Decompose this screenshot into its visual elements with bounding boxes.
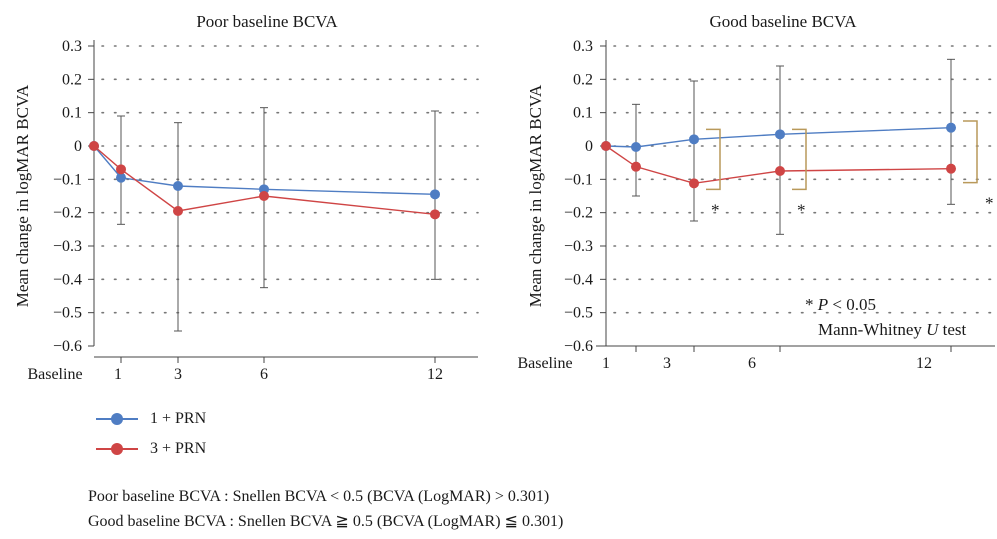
footnote-poor-baseline: Poor baseline BCVA : Snellen BCVA < 0.5 … bbox=[88, 488, 550, 505]
y-axis-label: Mean change in logMAR BCVA bbox=[526, 84, 545, 307]
footnote-good-baseline: Good baseline BCVA : Snellen BCVA ≧ 0.5 … bbox=[88, 513, 564, 530]
x-tick-label: Baseline bbox=[27, 366, 82, 383]
x-tick-label: 12 bbox=[427, 366, 443, 383]
data-point-3-prn bbox=[173, 206, 183, 216]
data-point-1-prn bbox=[173, 181, 183, 191]
legend-swatch-1-prn bbox=[96, 412, 138, 426]
y-tick-label: −0.2 bbox=[53, 205, 82, 222]
y-tick-label: −0.5 bbox=[53, 305, 82, 322]
y-axis-label: Mean change in logMAR BCVA bbox=[13, 84, 32, 307]
y-tick-label: −0.1 bbox=[53, 171, 82, 188]
y-tick-label: 0.3 bbox=[573, 38, 593, 55]
y-tick-label: −0.1 bbox=[564, 171, 593, 188]
y-tick-label: 0.1 bbox=[62, 105, 82, 122]
panel-title: Poor baseline BCVA bbox=[196, 12, 338, 31]
significance-star: * bbox=[985, 194, 994, 213]
x-tick-label: 12 bbox=[916, 355, 932, 372]
data-point-1-prn bbox=[689, 134, 699, 145]
data-point-1-prn bbox=[631, 142, 641, 152]
x-tick-label: 6 bbox=[748, 355, 756, 372]
series-line-3-prn bbox=[605, 145, 952, 185]
y-tick-label: −0.4 bbox=[53, 271, 82, 288]
data-point-3-prn bbox=[89, 141, 99, 151]
test-note: Mann-Whitney U test bbox=[818, 320, 967, 339]
legend-label-1-prn: 1 + PRN bbox=[150, 410, 207, 427]
y-tick-label: 0.3 bbox=[62, 38, 82, 55]
significance-bracket bbox=[963, 120, 978, 184]
data-point-1-prn bbox=[775, 129, 785, 140]
y-tick-label: −0.6 bbox=[564, 338, 593, 355]
legend: 1 + PRN 3 + PRN bbox=[96, 404, 206, 464]
y-tick-label: −0.4 bbox=[564, 271, 593, 288]
y-tick-label: −0.3 bbox=[53, 238, 82, 255]
x-tick-label: 1 bbox=[602, 355, 610, 372]
data-point-3-prn bbox=[689, 178, 699, 189]
y-tick-label: −0.2 bbox=[564, 205, 593, 222]
y-tick-label: 0.2 bbox=[573, 71, 593, 88]
p-value-note: * P < 0.05 bbox=[805, 295, 876, 314]
legend-item-1-prn: 1 + PRN bbox=[96, 404, 206, 434]
data-point-3-prn bbox=[775, 166, 785, 176]
data-point-3-prn bbox=[631, 161, 641, 172]
significance-bracket bbox=[706, 128, 721, 191]
data-point-3-prn bbox=[601, 141, 611, 151]
data-point-3-prn bbox=[116, 164, 126, 175]
x-tick-label: 1 bbox=[114, 366, 122, 383]
legend-label-3-prn: 3 + PRN bbox=[150, 440, 207, 457]
y-tick-label: −0.6 bbox=[53, 338, 82, 355]
data-point-3-prn bbox=[946, 163, 956, 174]
legend-item-3-prn: 3 + PRN bbox=[96, 434, 206, 464]
significance-star: * bbox=[797, 200, 806, 219]
legend-swatch-3-prn bbox=[96, 442, 138, 456]
panel-poor-baseline: Poor baseline BCVA Mean change in logMAR … bbox=[13, 12, 479, 383]
x-tick-label: Baseline bbox=[517, 355, 572, 372]
data-point-1-prn bbox=[946, 122, 956, 133]
data-point-3-prn bbox=[430, 209, 440, 220]
data-point-1-prn bbox=[430, 189, 440, 200]
y-tick-label: 0 bbox=[74, 138, 82, 155]
significance-star: * bbox=[711, 200, 720, 219]
footnotes: Poor baseline BCVA : Snellen BCVA < 0.5 … bbox=[88, 484, 563, 534]
y-tick-label: 0.1 bbox=[573, 105, 593, 122]
panel-title: Good baseline BCVA bbox=[709, 12, 857, 31]
y-tick-label: 0.2 bbox=[62, 71, 82, 88]
x-tick-label: 6 bbox=[260, 366, 268, 383]
data-point-3-prn bbox=[259, 191, 269, 201]
panel-good-baseline: Good baseline BCVA Mean change in logMAR … bbox=[517, 12, 996, 372]
y-tick-label: −0.5 bbox=[564, 305, 593, 322]
data-point-1-prn bbox=[116, 172, 126, 183]
x-tick-label: 3 bbox=[174, 366, 182, 383]
x-tick-label: 3 bbox=[663, 355, 671, 372]
y-tick-label: −0.3 bbox=[564, 238, 593, 255]
y-tick-label: 0 bbox=[585, 138, 593, 155]
significance-bracket bbox=[792, 128, 807, 191]
